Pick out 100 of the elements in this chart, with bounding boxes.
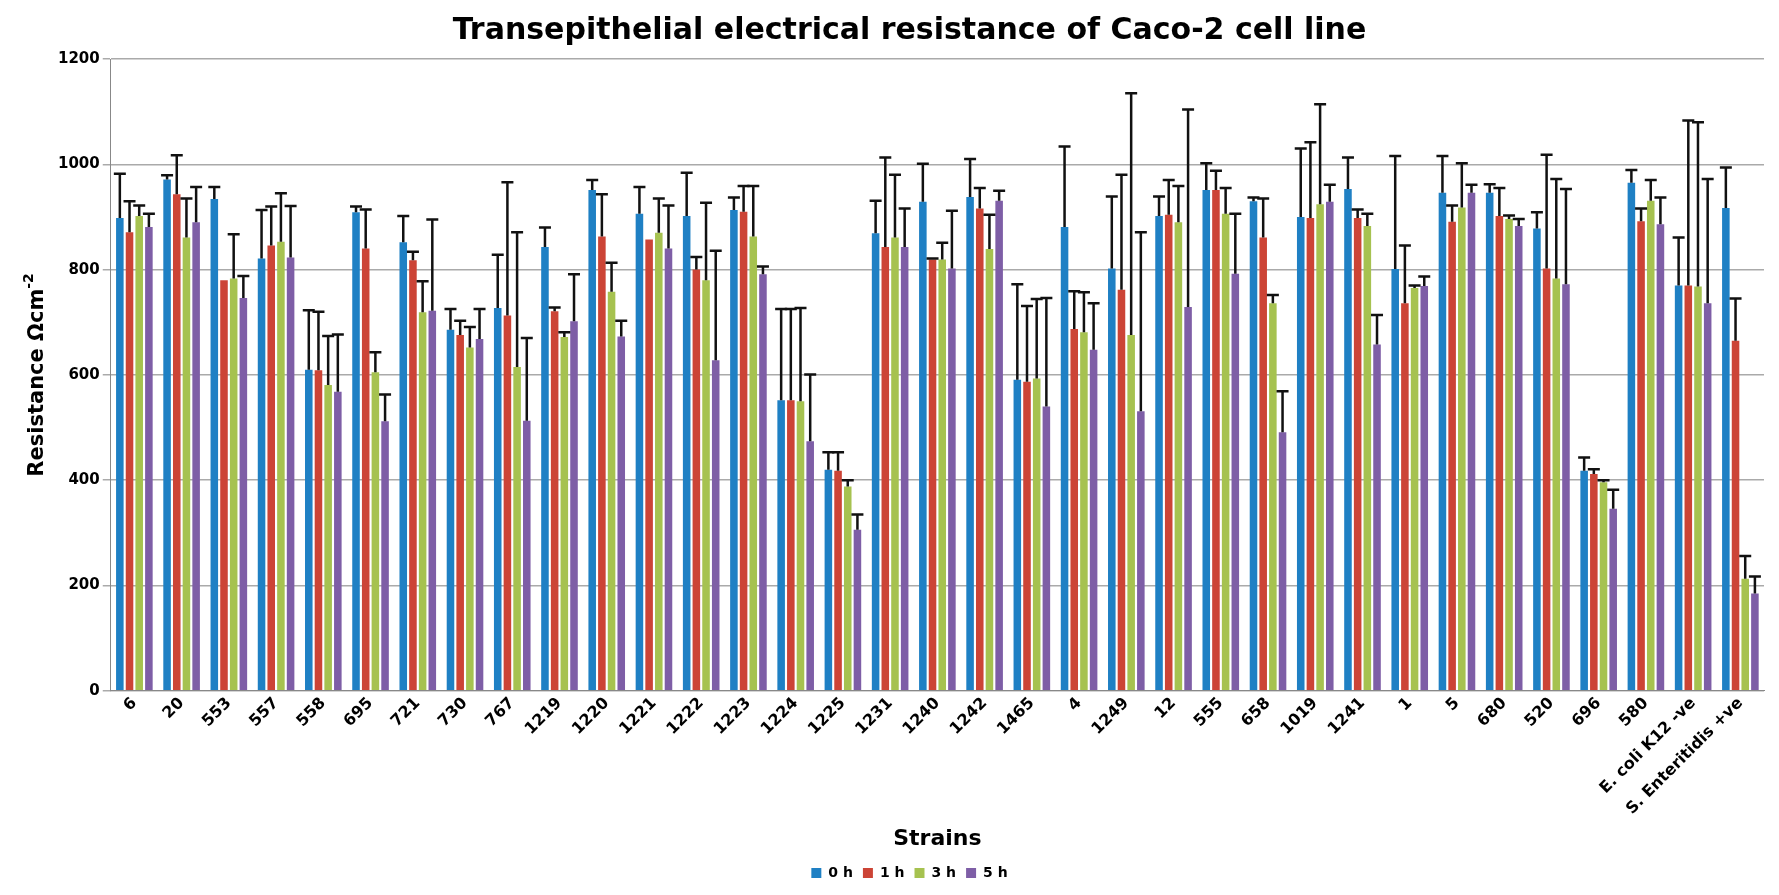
bar (1514, 225, 1523, 691)
bar (570, 321, 578, 691)
bar (192, 222, 200, 691)
bar (475, 339, 484, 691)
bar (1674, 285, 1683, 691)
x-tick-label: 6 (118, 692, 141, 715)
bar (1722, 208, 1730, 691)
bar (550, 311, 559, 691)
bar (314, 370, 323, 691)
bar (1637, 221, 1645, 691)
bar (229, 278, 238, 691)
bar (163, 179, 171, 691)
bar (305, 369, 313, 691)
bar (1353, 218, 1362, 691)
bar (730, 210, 738, 691)
bar (824, 469, 833, 691)
bar (503, 315, 512, 691)
bar (1562, 284, 1570, 691)
bar (1221, 213, 1230, 691)
bar (843, 486, 852, 691)
bar (210, 199, 219, 691)
bar (938, 259, 946, 691)
bar (286, 257, 295, 691)
bar (1467, 192, 1476, 691)
bar (919, 201, 927, 691)
bar (1155, 215, 1163, 691)
bar (409, 260, 417, 691)
bar (428, 310, 437, 691)
bar (1070, 329, 1079, 691)
bar (1023, 381, 1031, 691)
bar (607, 291, 616, 691)
bar (381, 421, 389, 691)
bar (948, 268, 956, 691)
bar (995, 200, 1003, 691)
x-tick-label: 12 (1150, 692, 1180, 723)
bar (635, 213, 644, 691)
bar (655, 232, 663, 691)
bar (1731, 340, 1740, 691)
x-tick-label: 5 (1441, 692, 1463, 715)
bar (692, 269, 701, 691)
x-axis-title: Strains (893, 824, 982, 850)
y-tick-label: 1000 (58, 154, 100, 173)
bar (1401, 303, 1409, 691)
x-tick-label: 4 (1063, 692, 1085, 715)
bar (182, 237, 191, 691)
bar (682, 215, 691, 691)
y-tick-label: 800 (68, 259, 100, 278)
bar (1060, 226, 1069, 691)
bar (1344, 189, 1352, 691)
bar (1259, 237, 1267, 691)
bar (1164, 214, 1173, 691)
bar (220, 280, 228, 691)
bar (135, 215, 143, 691)
x-tick-label: 1 (1394, 692, 1416, 715)
legend-label: 5 h (983, 863, 1008, 880)
bar (1684, 285, 1693, 691)
bar (1032, 378, 1041, 691)
bar (1127, 334, 1135, 691)
bar (541, 246, 549, 691)
bar (739, 211, 748, 691)
bar (1174, 222, 1183, 691)
bar (1410, 288, 1419, 691)
bar (456, 334, 464, 691)
bar (361, 248, 370, 691)
bar (1080, 332, 1088, 691)
bar (1703, 303, 1712, 691)
bar (664, 248, 673, 691)
bar (985, 249, 994, 691)
bar (239, 298, 248, 691)
bar (1184, 307, 1192, 691)
bar (1627, 182, 1636, 691)
bar (777, 400, 785, 691)
bar (1249, 201, 1258, 691)
bar (1505, 219, 1513, 691)
bar (446, 329, 455, 691)
bar (975, 208, 984, 691)
bar (513, 367, 521, 691)
bar (1609, 508, 1617, 691)
bar (1542, 268, 1551, 691)
bar (617, 336, 626, 691)
bar (1751, 593, 1759, 691)
bar (1391, 269, 1399, 691)
bar (1042, 406, 1051, 691)
bar (352, 212, 360, 691)
bar (787, 400, 795, 691)
bar (749, 236, 758, 691)
y-tick-label: 600 (68, 364, 100, 383)
bar (1646, 200, 1655, 691)
bar (1363, 225, 1372, 691)
bar (881, 246, 890, 691)
bar (267, 245, 276, 691)
bar (928, 259, 937, 691)
bar (1117, 289, 1126, 691)
bar (1108, 268, 1116, 691)
bar (257, 258, 266, 691)
bar (1552, 278, 1561, 691)
bar (1373, 344, 1381, 691)
bar (1278, 432, 1287, 691)
bar (523, 420, 531, 691)
bar (1485, 192, 1494, 691)
